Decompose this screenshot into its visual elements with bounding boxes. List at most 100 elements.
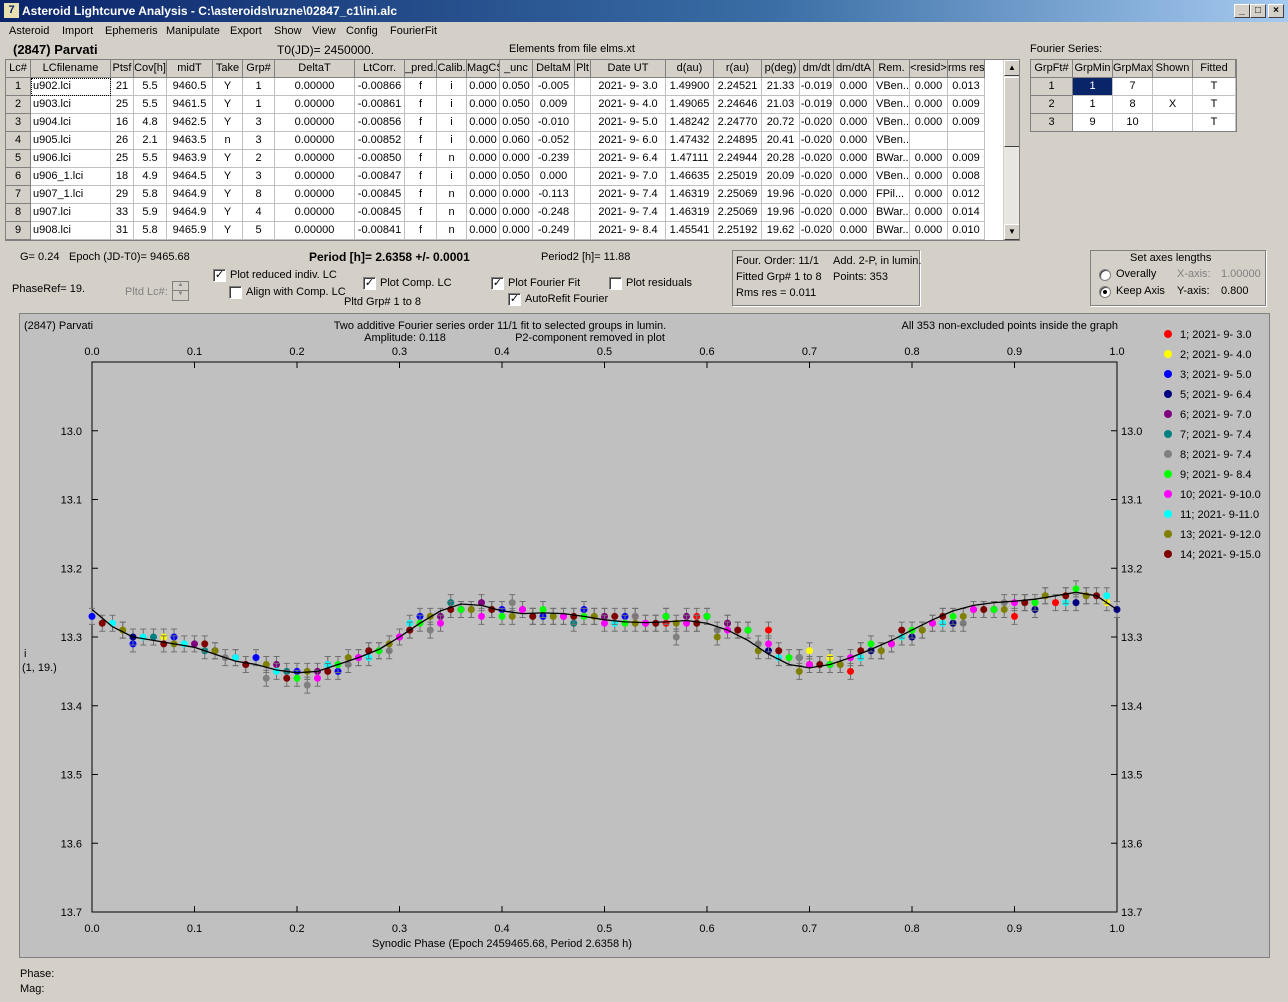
lc-cell[interactable]: 0.000 bbox=[910, 78, 948, 96]
fourier-cell[interactable]: 7 bbox=[1113, 78, 1153, 96]
lc-cell[interactable]: VBen... bbox=[874, 96, 910, 114]
lc-cell[interactable]: 3 bbox=[243, 114, 275, 132]
lc-cell[interactable]: -0.113 bbox=[533, 186, 575, 204]
lc-cell[interactable]: 0.000 bbox=[500, 204, 533, 222]
lc-cell[interactable]: 0.000 bbox=[910, 222, 948, 240]
lc-cell[interactable]: VBen... bbox=[874, 114, 910, 132]
lc-cell[interactable]: 0.00000 bbox=[275, 204, 355, 222]
lc-cell[interactable]: i bbox=[437, 132, 467, 150]
spinner-up-icon[interactable]: ▲ bbox=[173, 282, 188, 291]
lc-cell[interactable]: -0.020 bbox=[800, 132, 834, 150]
lc-cell[interactable] bbox=[575, 222, 591, 240]
lc-cell[interactable]: 0.000 bbox=[467, 186, 500, 204]
lc-cell[interactable]: Y bbox=[213, 168, 243, 186]
lc-cell[interactable]: -0.020 bbox=[800, 186, 834, 204]
overally-radio[interactable] bbox=[1099, 269, 1111, 281]
lc-cell[interactable]: 0.000 bbox=[910, 150, 948, 168]
lc-cell[interactable]: 2021- 9- 4.0 bbox=[591, 96, 666, 114]
lc-cell[interactable]: f bbox=[405, 150, 437, 168]
plot-comp-checkbox[interactable]: ✓ bbox=[363, 277, 376, 290]
lc-cell[interactable]: -0.020 bbox=[800, 114, 834, 132]
lc-cell[interactable]: 9463.9 bbox=[167, 150, 213, 168]
lc-cell[interactable]: n bbox=[437, 222, 467, 240]
lc-header-cell[interactable]: d(au) bbox=[666, 60, 714, 78]
lc-cell[interactable] bbox=[575, 204, 591, 222]
lc-cell[interactable]: f bbox=[405, 168, 437, 186]
fourier-cell[interactable] bbox=[1153, 114, 1193, 131]
lc-cell[interactable]: 2.25019 bbox=[714, 168, 762, 186]
lc-cell[interactable]: 9461.5 bbox=[167, 96, 213, 114]
fourier-cell[interactable] bbox=[1153, 78, 1193, 96]
lc-cell[interactable]: 9465.9 bbox=[167, 222, 213, 240]
lc-cell[interactable] bbox=[575, 132, 591, 150]
lc-cell[interactable]: -0.005 bbox=[533, 78, 575, 96]
fourier-cell[interactable]: 1 bbox=[1073, 78, 1113, 96]
lc-cell[interactable]: -0.019 bbox=[800, 78, 834, 96]
fourier-cell[interactable]: T bbox=[1193, 114, 1236, 131]
lc-cell[interactable]: 0.000 bbox=[834, 222, 874, 240]
lc-cell[interactable]: 8 bbox=[243, 186, 275, 204]
lc-cell[interactable]: 9464.9 bbox=[167, 186, 213, 204]
lc-cell[interactable] bbox=[575, 150, 591, 168]
lc-cell[interactable]: 2021- 9- 7.4 bbox=[591, 186, 666, 204]
lc-cell[interactable]: 0.000 bbox=[467, 150, 500, 168]
align-checkbox[interactable] bbox=[229, 286, 242, 299]
lc-cell[interactable]: i bbox=[437, 78, 467, 96]
lc-header-cell[interactable]: LCfilename bbox=[31, 60, 111, 78]
lc-header-cell[interactable]: Ptsf bbox=[111, 60, 134, 78]
fourier-header-cell[interactable]: Shown bbox=[1153, 60, 1193, 78]
lc-cell[interactable]: 29 bbox=[111, 186, 134, 204]
lc-cell[interactable]: 2021- 9- 7.0 bbox=[591, 168, 666, 186]
menu-import[interactable]: Import bbox=[62, 25, 94, 37]
lc-header-cell[interactable]: LtCorr. bbox=[355, 60, 405, 78]
lc-cell[interactable]: 0.008 bbox=[948, 168, 985, 186]
lc-header-cell[interactable]: DeltaM bbox=[533, 60, 575, 78]
lc-header-cell[interactable]: Rem. bbox=[874, 60, 910, 78]
lc-cell[interactable]: -0.020 bbox=[800, 204, 834, 222]
lc-row-header[interactable]: 2 bbox=[6, 96, 31, 114]
lc-cell[interactable]: 0.00000 bbox=[275, 168, 355, 186]
lc-cell[interactable]: 2.24895 bbox=[714, 132, 762, 150]
lc-row-header[interactable]: 5 bbox=[6, 150, 31, 168]
menu-show[interactable]: Show bbox=[274, 25, 302, 37]
lc-cell[interactable] bbox=[575, 96, 591, 114]
autorefit-checkbox[interactable]: ✓ bbox=[508, 293, 521, 306]
lc-cell[interactable]: -0.00845 bbox=[355, 204, 405, 222]
lc-cell[interactable]: 4.8 bbox=[134, 114, 167, 132]
lc-row-header[interactable]: 7 bbox=[6, 186, 31, 204]
lc-header-cell[interactable]: _unc bbox=[500, 60, 533, 78]
lc-cell[interactable]: 1.46319 bbox=[666, 186, 714, 204]
lc-cell[interactable]: BWar... bbox=[874, 222, 910, 240]
lc-cell[interactable]: 0.000 bbox=[467, 96, 500, 114]
menu-fourierfit[interactable]: FourierFit bbox=[390, 25, 438, 37]
plot-canvas[interactable]: (2847) Parvati Two additive Fourier serie… bbox=[20, 314, 1271, 959]
lc-cell[interactable]: Y bbox=[213, 186, 243, 204]
lc-cell[interactable]: -0.00850 bbox=[355, 150, 405, 168]
lc-cell[interactable]: 19.62 bbox=[762, 222, 800, 240]
lc-cell[interactable]: 0.000 bbox=[834, 114, 874, 132]
lc-cell[interactable]: 9464.9 bbox=[167, 204, 213, 222]
lc-cell[interactable]: i bbox=[437, 114, 467, 132]
lc-cell[interactable]: Y bbox=[213, 222, 243, 240]
lc-header-cell[interactable]: MagCS bbox=[467, 60, 500, 78]
menu-view[interactable]: View bbox=[312, 25, 336, 37]
lc-cell[interactable]: i bbox=[437, 168, 467, 186]
lc-cell[interactable]: 0.009 bbox=[948, 150, 985, 168]
lc-header-cell[interactable]: Plt bbox=[575, 60, 591, 78]
lc-cell[interactable]: Y bbox=[213, 114, 243, 132]
lc-cell[interactable]: 0.000 bbox=[834, 78, 874, 96]
lc-cell[interactable]: 9460.5 bbox=[167, 78, 213, 96]
lc-cell[interactable]: u906_1.lci bbox=[31, 168, 111, 186]
lc-cell[interactable]: 2021- 9- 5.0 bbox=[591, 114, 666, 132]
lc-cell[interactable]: f bbox=[405, 78, 437, 96]
lc-cell[interactable]: FPil... bbox=[874, 186, 910, 204]
fourier-row-header[interactable]: 3 bbox=[1031, 114, 1073, 131]
lc-cell[interactable]: 0.000 bbox=[834, 150, 874, 168]
lc-cell[interactable]: 0.00000 bbox=[275, 132, 355, 150]
fourier-cell[interactable]: 8 bbox=[1113, 96, 1153, 114]
menu-asteroid[interactable]: Asteroid bbox=[9, 25, 50, 37]
lc-cell[interactable]: 2 bbox=[243, 150, 275, 168]
fourier-row-header[interactable]: 2 bbox=[1031, 96, 1073, 114]
lc-cell[interactable]: -0.00847 bbox=[355, 168, 405, 186]
lc-cell[interactable]: 0.00000 bbox=[275, 96, 355, 114]
